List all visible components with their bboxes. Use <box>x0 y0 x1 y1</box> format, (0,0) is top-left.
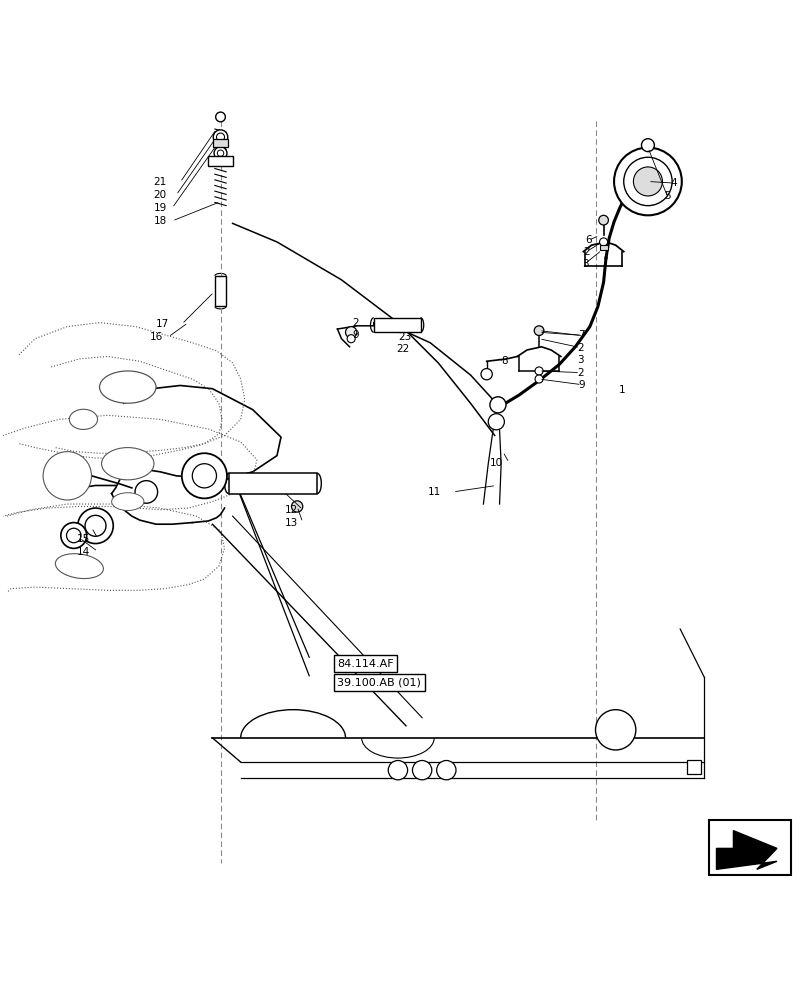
Text: 7: 7 <box>577 330 585 340</box>
Circle shape <box>487 414 504 430</box>
Circle shape <box>217 150 224 156</box>
Circle shape <box>594 710 635 750</box>
Circle shape <box>192 464 217 488</box>
Ellipse shape <box>100 371 156 403</box>
Text: 9: 9 <box>577 380 585 390</box>
Text: 20: 20 <box>153 190 166 200</box>
Bar <box>373 318 420 332</box>
Ellipse shape <box>55 554 103 579</box>
Circle shape <box>61 523 87 548</box>
Circle shape <box>291 501 303 512</box>
Circle shape <box>135 481 157 503</box>
Circle shape <box>598 215 607 225</box>
Circle shape <box>78 508 113 544</box>
Circle shape <box>688 761 699 773</box>
Circle shape <box>599 238 607 246</box>
Circle shape <box>436 760 456 780</box>
Text: 1: 1 <box>618 385 624 395</box>
Circle shape <box>534 326 543 335</box>
Text: 18: 18 <box>153 216 166 226</box>
Text: 84.114.AF: 84.114.AF <box>337 659 393 669</box>
Circle shape <box>216 112 225 122</box>
Text: 39.100.AB (01): 39.100.AB (01) <box>337 677 421 687</box>
Text: 24: 24 <box>399 320 412 330</box>
Bar <box>213 139 228 147</box>
Text: 5: 5 <box>663 191 670 201</box>
Bar <box>686 760 700 774</box>
Circle shape <box>182 453 227 498</box>
Text: 3: 3 <box>576 355 583 365</box>
Circle shape <box>633 167 662 196</box>
Text: 4: 4 <box>670 178 676 188</box>
Bar <box>208 156 232 166</box>
Text: 19: 19 <box>153 203 166 213</box>
Text: 6: 6 <box>584 235 591 245</box>
Circle shape <box>346 335 354 343</box>
Circle shape <box>534 375 543 383</box>
Circle shape <box>67 528 81 543</box>
Circle shape <box>214 147 227 160</box>
Bar <box>708 820 791 875</box>
Bar <box>215 276 226 306</box>
Polygon shape <box>715 831 776 869</box>
Text: 14: 14 <box>77 547 90 557</box>
Ellipse shape <box>101 448 154 480</box>
Text: 13: 13 <box>285 518 298 528</box>
Text: 17: 17 <box>156 319 169 329</box>
Bar <box>229 473 317 494</box>
Circle shape <box>480 369 491 380</box>
Text: 22: 22 <box>396 344 409 354</box>
Circle shape <box>388 760 407 780</box>
Text: 3: 3 <box>581 259 588 269</box>
Circle shape <box>534 367 543 375</box>
Ellipse shape <box>69 409 97 429</box>
Circle shape <box>213 130 228 144</box>
Text: 9: 9 <box>351 330 358 340</box>
Bar <box>599 245 607 250</box>
Text: 10: 10 <box>489 458 502 468</box>
Text: 12: 12 <box>285 505 298 515</box>
Circle shape <box>216 156 225 166</box>
Text: 8: 8 <box>500 356 507 366</box>
Text: 2: 2 <box>582 247 590 257</box>
Text: 15: 15 <box>77 534 90 544</box>
Circle shape <box>489 397 505 413</box>
Circle shape <box>623 157 672 206</box>
Text: 2: 2 <box>351 318 358 328</box>
Text: 2: 2 <box>576 368 583 378</box>
Text: 16: 16 <box>149 332 162 342</box>
Circle shape <box>412 760 431 780</box>
Circle shape <box>43 452 92 500</box>
Ellipse shape <box>111 493 144 510</box>
Text: 2: 2 <box>576 343 583 353</box>
Circle shape <box>345 327 356 338</box>
Circle shape <box>85 515 106 536</box>
Text: 11: 11 <box>427 487 440 497</box>
Text: 21: 21 <box>153 177 166 187</box>
Circle shape <box>217 133 225 141</box>
Text: 23: 23 <box>397 332 410 342</box>
Circle shape <box>613 148 681 215</box>
Circle shape <box>641 139 654 152</box>
